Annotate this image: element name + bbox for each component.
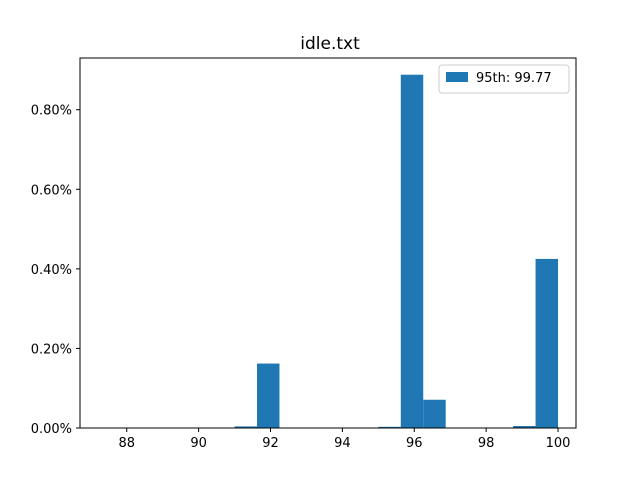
legend-box	[438, 64, 570, 94]
histogram-bar-1	[234, 426, 258, 428]
y-tick-label: 0.60%	[31, 183, 72, 198]
chart-title: idle.txt	[300, 34, 360, 54]
legend: 95th: 99.77	[438, 64, 570, 94]
histogram-bar-5	[423, 399, 446, 428]
histogram-bar-4	[400, 74, 424, 428]
y-tick-label: 0.00%	[31, 422, 72, 437]
x-tick-label: 92	[262, 436, 279, 451]
x-tick-label: 94	[334, 436, 351, 451]
y-tick-label: 0.80%	[31, 104, 72, 119]
ticks-layer: 88 90 92 94 96 98 100 0.00% 0.20% 0.40% 0.60% 0.80%	[31, 104, 571, 451]
y-tick-label: 0.20%	[31, 342, 72, 357]
x-tick-label: 100	[546, 436, 571, 451]
axes-layer	[79, 57, 577, 429]
legend-label: 95th: 99.77	[476, 71, 552, 86]
histogram-bar-7	[535, 258, 559, 428]
y-tick-label: 0.40%	[31, 263, 72, 278]
histogram-bar-3	[378, 426, 401, 428]
x-tick-label: 90	[190, 436, 207, 451]
legend-swatch	[446, 72, 468, 82]
x-tick-label: 96	[406, 436, 423, 451]
x-tick-label: 88	[118, 436, 135, 451]
bars-layer	[234, 74, 559, 428]
x-tick-label: 98	[478, 436, 495, 451]
histogram-bar-6	[513, 426, 536, 428]
histogram-bar-2	[257, 363, 280, 428]
plot-frame	[79, 57, 577, 429]
